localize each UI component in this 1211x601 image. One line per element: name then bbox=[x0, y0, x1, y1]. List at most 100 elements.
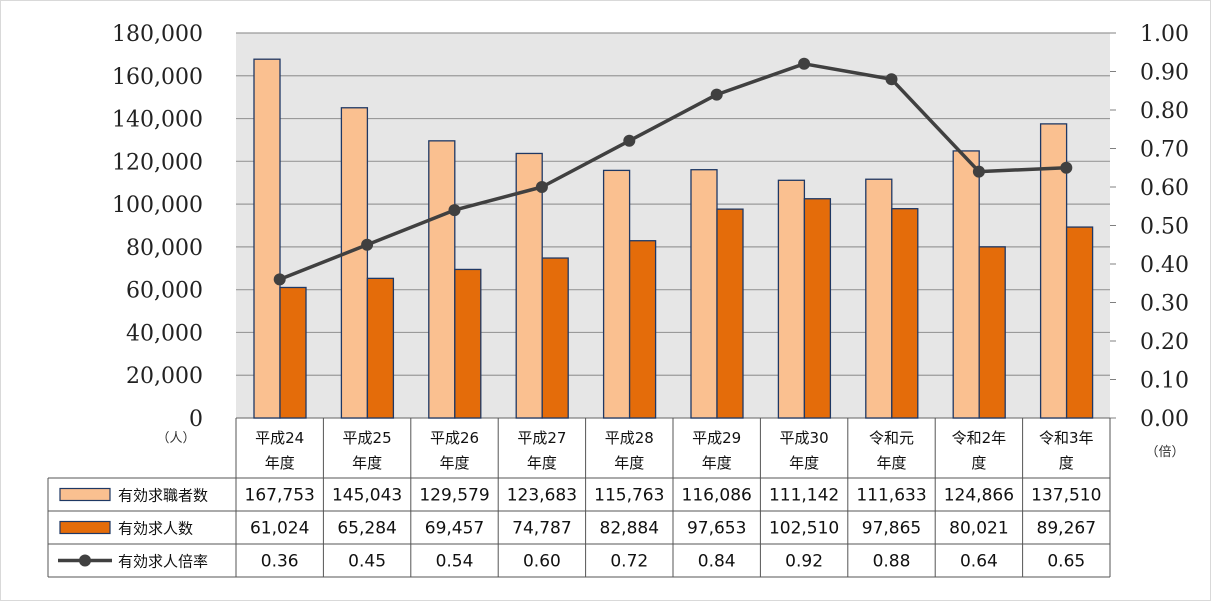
right-tick-label: 0.10 bbox=[1140, 369, 1189, 394]
left-axis: 0 20,000 40,000 60,000 80,000 100,000 120,000 1… bbox=[112, 22, 203, 432]
legend-label: 有効求人倍率 bbox=[118, 553, 208, 571]
bar-job-seekers bbox=[340, 107, 369, 419]
right-tick-label: 0.70 bbox=[1140, 138, 1189, 163]
bar-job-openings bbox=[366, 277, 395, 419]
table-cell: 74,787 bbox=[512, 519, 571, 539]
category-label: 令和3年 bbox=[1039, 429, 1094, 447]
left-axis-unit: （人） bbox=[156, 431, 195, 446]
right-tick-label: 0.00 bbox=[1140, 407, 1189, 432]
bar-job-openings bbox=[1065, 226, 1094, 419]
bar-job-openings bbox=[628, 240, 657, 419]
left-tick-label: 100,000 bbox=[112, 193, 203, 218]
bar-job-seekers bbox=[777, 179, 806, 419]
table-cell: 89,267 bbox=[1037, 519, 1096, 539]
category-label: 度 bbox=[971, 454, 986, 472]
legend-swatch-rate-point bbox=[79, 554, 91, 567]
table-cell: 137,510 bbox=[1031, 486, 1101, 506]
left-tick-label: 40,000 bbox=[126, 321, 203, 346]
table-cell: 0.54 bbox=[436, 552, 474, 572]
table-cell: 115,763 bbox=[594, 486, 664, 506]
rate-point bbox=[972, 165, 985, 178]
table-cell: 97,865 bbox=[862, 519, 921, 539]
left-tick-label: 60,000 bbox=[126, 279, 203, 304]
rate-point bbox=[798, 57, 811, 70]
table-cell: 0.65 bbox=[1047, 552, 1085, 572]
category-label: 年度 bbox=[352, 454, 382, 472]
table-cell: 0.88 bbox=[873, 552, 911, 572]
right-tick-label: 0.20 bbox=[1140, 330, 1189, 355]
rate-point bbox=[448, 204, 461, 217]
bar-job-seekers bbox=[952, 150, 980, 419]
table-cell: 124,866 bbox=[944, 486, 1014, 506]
rate-line bbox=[273, 57, 1073, 286]
table-cell: 0.92 bbox=[785, 552, 823, 572]
right-tick-label: 0.60 bbox=[1140, 176, 1189, 201]
table-cell: 97,653 bbox=[687, 519, 746, 539]
category-label: 令和元 bbox=[869, 429, 914, 447]
bar-job-seekers bbox=[865, 178, 893, 419]
category-label: 年度 bbox=[265, 454, 295, 472]
category-label: 平成24 bbox=[255, 429, 304, 447]
rate-point bbox=[273, 273, 286, 286]
rate-point bbox=[361, 238, 374, 251]
table-cell: 111,142 bbox=[769, 486, 839, 506]
left-tick-label: 160,000 bbox=[112, 65, 203, 90]
legend-label: 有効求職者数 bbox=[118, 487, 208, 505]
table-cell: 0.45 bbox=[348, 552, 386, 572]
table-cell: 145,043 bbox=[332, 486, 402, 506]
rate-point bbox=[623, 134, 636, 147]
category-label: 年度 bbox=[876, 454, 906, 472]
table-cell: 0.72 bbox=[610, 552, 648, 572]
category-label: 令和2年 bbox=[952, 429, 1007, 447]
category-label: 平成26 bbox=[430, 429, 479, 447]
category-label: 年度 bbox=[614, 454, 644, 472]
right-axis: 0.00 0.10 0.20 0.30 0.40 0.50 0.60 0.70 0.80 0.90… bbox=[1110, 22, 1189, 432]
table-cell: 0.84 bbox=[698, 552, 736, 572]
table-cell: 102,510 bbox=[769, 519, 839, 539]
legend-swatch-job-openings bbox=[59, 520, 111, 535]
right-tick-label: 0.80 bbox=[1140, 99, 1189, 124]
legend-swatch-job-seekers bbox=[59, 487, 111, 502]
rate-point bbox=[1060, 161, 1073, 174]
bar-job-openings bbox=[541, 257, 569, 419]
table-cell: 0.64 bbox=[960, 552, 998, 572]
right-tick-label: 0.30 bbox=[1140, 292, 1189, 317]
left-tick-label: 80,000 bbox=[126, 236, 203, 261]
table-cell: 116,086 bbox=[682, 486, 752, 506]
bars bbox=[253, 58, 1094, 419]
bar-job-openings bbox=[716, 208, 744, 419]
table-cell: 111,633 bbox=[856, 486, 926, 506]
bar-job-openings bbox=[279, 286, 307, 419]
right-tick-label: 0.50 bbox=[1140, 215, 1189, 240]
rate-line-path bbox=[279, 62, 1067, 282]
bar-job-openings bbox=[978, 246, 1006, 419]
left-tick-label: 0 bbox=[189, 407, 203, 432]
category-label: 平成25 bbox=[343, 429, 392, 447]
left-tick-label: 20,000 bbox=[126, 364, 203, 389]
table-cell: 82,884 bbox=[600, 519, 659, 539]
left-tick-label: 180,000 bbox=[112, 22, 203, 47]
right-tick-label: 0.90 bbox=[1140, 61, 1189, 86]
legend-label: 有効求人数 bbox=[118, 520, 193, 538]
left-tick-label: 140,000 bbox=[112, 108, 203, 133]
table-cell: 69,457 bbox=[425, 519, 484, 539]
category-label: 平成27 bbox=[517, 429, 566, 447]
bar-job-seekers bbox=[690, 169, 718, 419]
table-cell: 0.36 bbox=[261, 552, 299, 572]
table-cell: 0.60 bbox=[523, 552, 561, 572]
category-label: 年度 bbox=[527, 454, 557, 472]
table-cell: 123,683 bbox=[507, 486, 577, 506]
category-label: 平成29 bbox=[692, 429, 741, 447]
table-cell: 65,284 bbox=[337, 519, 396, 539]
rate-point bbox=[885, 73, 898, 86]
rate-point bbox=[535, 181, 548, 193]
bar-job-seekers bbox=[253, 58, 281, 419]
left-tick-label: 120,000 bbox=[112, 150, 203, 175]
category-label: 平成30 bbox=[780, 429, 829, 447]
category-label: 年度 bbox=[439, 454, 469, 472]
bar-job-openings bbox=[454, 268, 482, 419]
bar-job-seekers bbox=[602, 169, 631, 419]
right-tick-label: 1.00 bbox=[1140, 22, 1189, 47]
category-label: 年度 bbox=[702, 454, 732, 472]
